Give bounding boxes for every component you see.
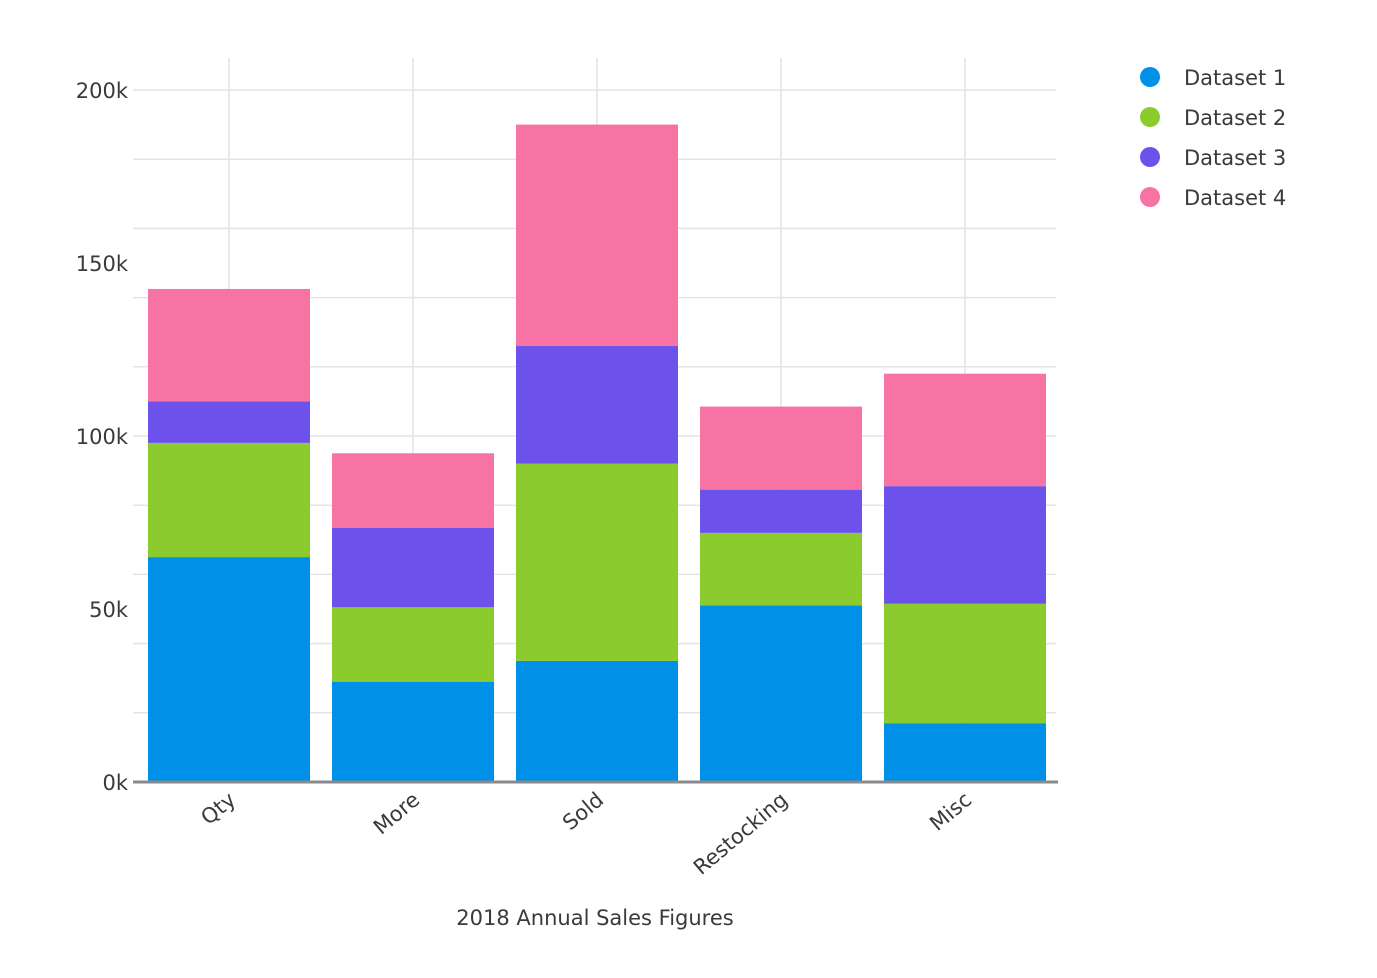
legend-item-dataset-2[interactable]: Dataset 2 <box>1140 106 1286 130</box>
bar-qty-dataset-3 <box>148 401 310 443</box>
bar-misc-dataset-4 <box>884 373 1046 487</box>
legend-item-dataset-3[interactable]: Dataset 3 <box>1140 146 1286 170</box>
bars <box>148 124 1046 782</box>
x-tick-label-sold: Sold <box>558 787 608 835</box>
bar-sold-dataset-1 <box>516 660 678 782</box>
legend-label: Dataset 3 <box>1184 146 1286 170</box>
x-axis-title: 2018 Annual Sales Figures <box>456 906 733 930</box>
bar-more-dataset-2 <box>332 607 494 682</box>
x-tick-label-qty: Qty <box>196 787 240 829</box>
bar-restocking-dataset-1 <box>700 605 862 782</box>
y-tick-label: 200k <box>76 79 129 103</box>
bar-restocking-dataset-4 <box>700 406 862 490</box>
x-axis-ticks: Qty More Sold Restocking Misc <box>196 787 976 879</box>
legend-marker <box>1140 107 1160 127</box>
bar-more-dataset-1 <box>332 681 494 782</box>
bar-sold-dataset-2 <box>516 463 678 661</box>
legend-label: Dataset 4 <box>1184 186 1286 210</box>
x-tick-label-restocking: Restocking <box>689 787 792 879</box>
bar-sold-dataset-4 <box>516 124 678 347</box>
x-tick-label-misc: Misc <box>925 787 976 835</box>
y-tick-label: 50k <box>89 598 129 622</box>
y-tick-label: 0k <box>102 771 128 795</box>
bar-misc-dataset-1 <box>884 723 1046 782</box>
bar-more-dataset-3 <box>332 527 494 608</box>
y-tick-label: 150k <box>76 252 129 276</box>
legend-label: Dataset 1 <box>1184 66 1286 90</box>
bar-sold-dataset-3 <box>516 346 678 464</box>
y-tick-label: 100k <box>76 425 129 449</box>
bar-qty-dataset-2 <box>148 442 310 558</box>
legend-marker <box>1140 187 1160 207</box>
bar-misc-dataset-3 <box>884 486 1046 604</box>
legend-marker <box>1140 147 1160 167</box>
legend-item-dataset-1[interactable]: Dataset 1 <box>1140 66 1286 90</box>
x-tick-label-more: More <box>369 787 424 839</box>
legend-marker <box>1140 67 1160 87</box>
bar-misc-dataset-2 <box>884 603 1046 724</box>
legend-item-dataset-4[interactable]: Dataset 4 <box>1140 186 1286 210</box>
bar-restocking-dataset-3 <box>700 489 862 533</box>
y-axis-ticks: 0k 50k 100k 150k 200k <box>76 79 129 795</box>
legend: Dataset 1 Dataset 2 Dataset 3 Dataset 4 <box>1140 66 1286 210</box>
bar-restocking-dataset-2 <box>700 532 862 606</box>
legend-label: Dataset 2 <box>1184 106 1286 130</box>
bar-qty-dataset-1 <box>148 557 310 782</box>
bar-qty-dataset-4 <box>148 288 310 402</box>
bar-more-dataset-4 <box>332 453 494 528</box>
